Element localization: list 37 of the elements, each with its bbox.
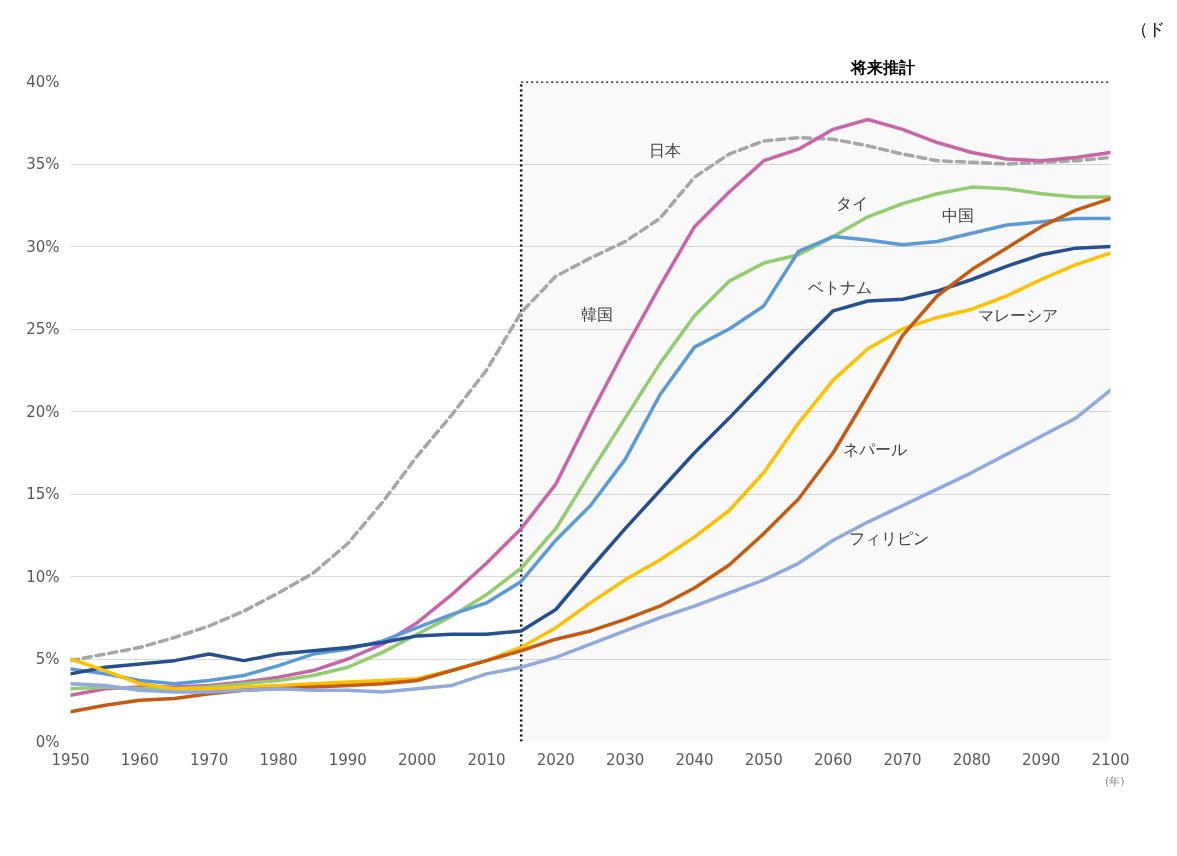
series-label: 韓国: [581, 304, 614, 324]
y-tick-label: 40%: [26, 72, 60, 91]
series-label: マレーシア: [978, 306, 1059, 326]
y-tick-label: 10%: [26, 567, 60, 586]
line-series: [70, 388, 1111, 694]
x-tick-label: 2060: [814, 750, 853, 769]
y-tick-label: 35%: [26, 155, 60, 173]
y-tick-label: 25%: [26, 320, 60, 338]
series-label: ベトナム: [808, 278, 873, 298]
y-tick-label: 15%: [26, 485, 60, 503]
series-label: フィリピン: [848, 529, 929, 549]
x-tick-label: 2020: [536, 750, 575, 769]
x-tick-label: 1970: [190, 750, 229, 769]
x-tick-label: 2030: [606, 750, 645, 769]
series-label: タイ: [835, 194, 868, 214]
x-tick-label: 2050: [744, 750, 783, 769]
series-label: ネパール: [842, 439, 907, 459]
text: （ド: [1131, 18, 1165, 41]
x-tick-label: 2090: [1022, 750, 1061, 769]
x-tick-label: 2000: [398, 750, 437, 769]
series-label: 中国: [941, 205, 974, 225]
y-tick-label: 5%: [35, 650, 60, 668]
band-label: 将来推計: [850, 57, 916, 77]
x-tick-label: 2100: [1091, 750, 1130, 769]
y-tick-label: 0%: [35, 732, 60, 751]
x-tick-label: 2040: [675, 750, 714, 769]
x-tick-label: 2010: [467, 750, 506, 769]
x-tick-label: 1980: [259, 750, 298, 769]
x-axis-title: (年): [1104, 774, 1125, 788]
x-tick-label: 1960: [120, 750, 159, 769]
x-tick-label: 1950: [51, 750, 90, 769]
x-tick-label: 1990: [328, 750, 367, 769]
y-tick-label: 30%: [26, 237, 60, 256]
x-tick-label: 2070: [883, 750, 922, 769]
y-tick-label: 20%: [26, 402, 60, 421]
x-tick-label: 2080: [952, 750, 991, 769]
series-label: 日本: [648, 141, 681, 161]
